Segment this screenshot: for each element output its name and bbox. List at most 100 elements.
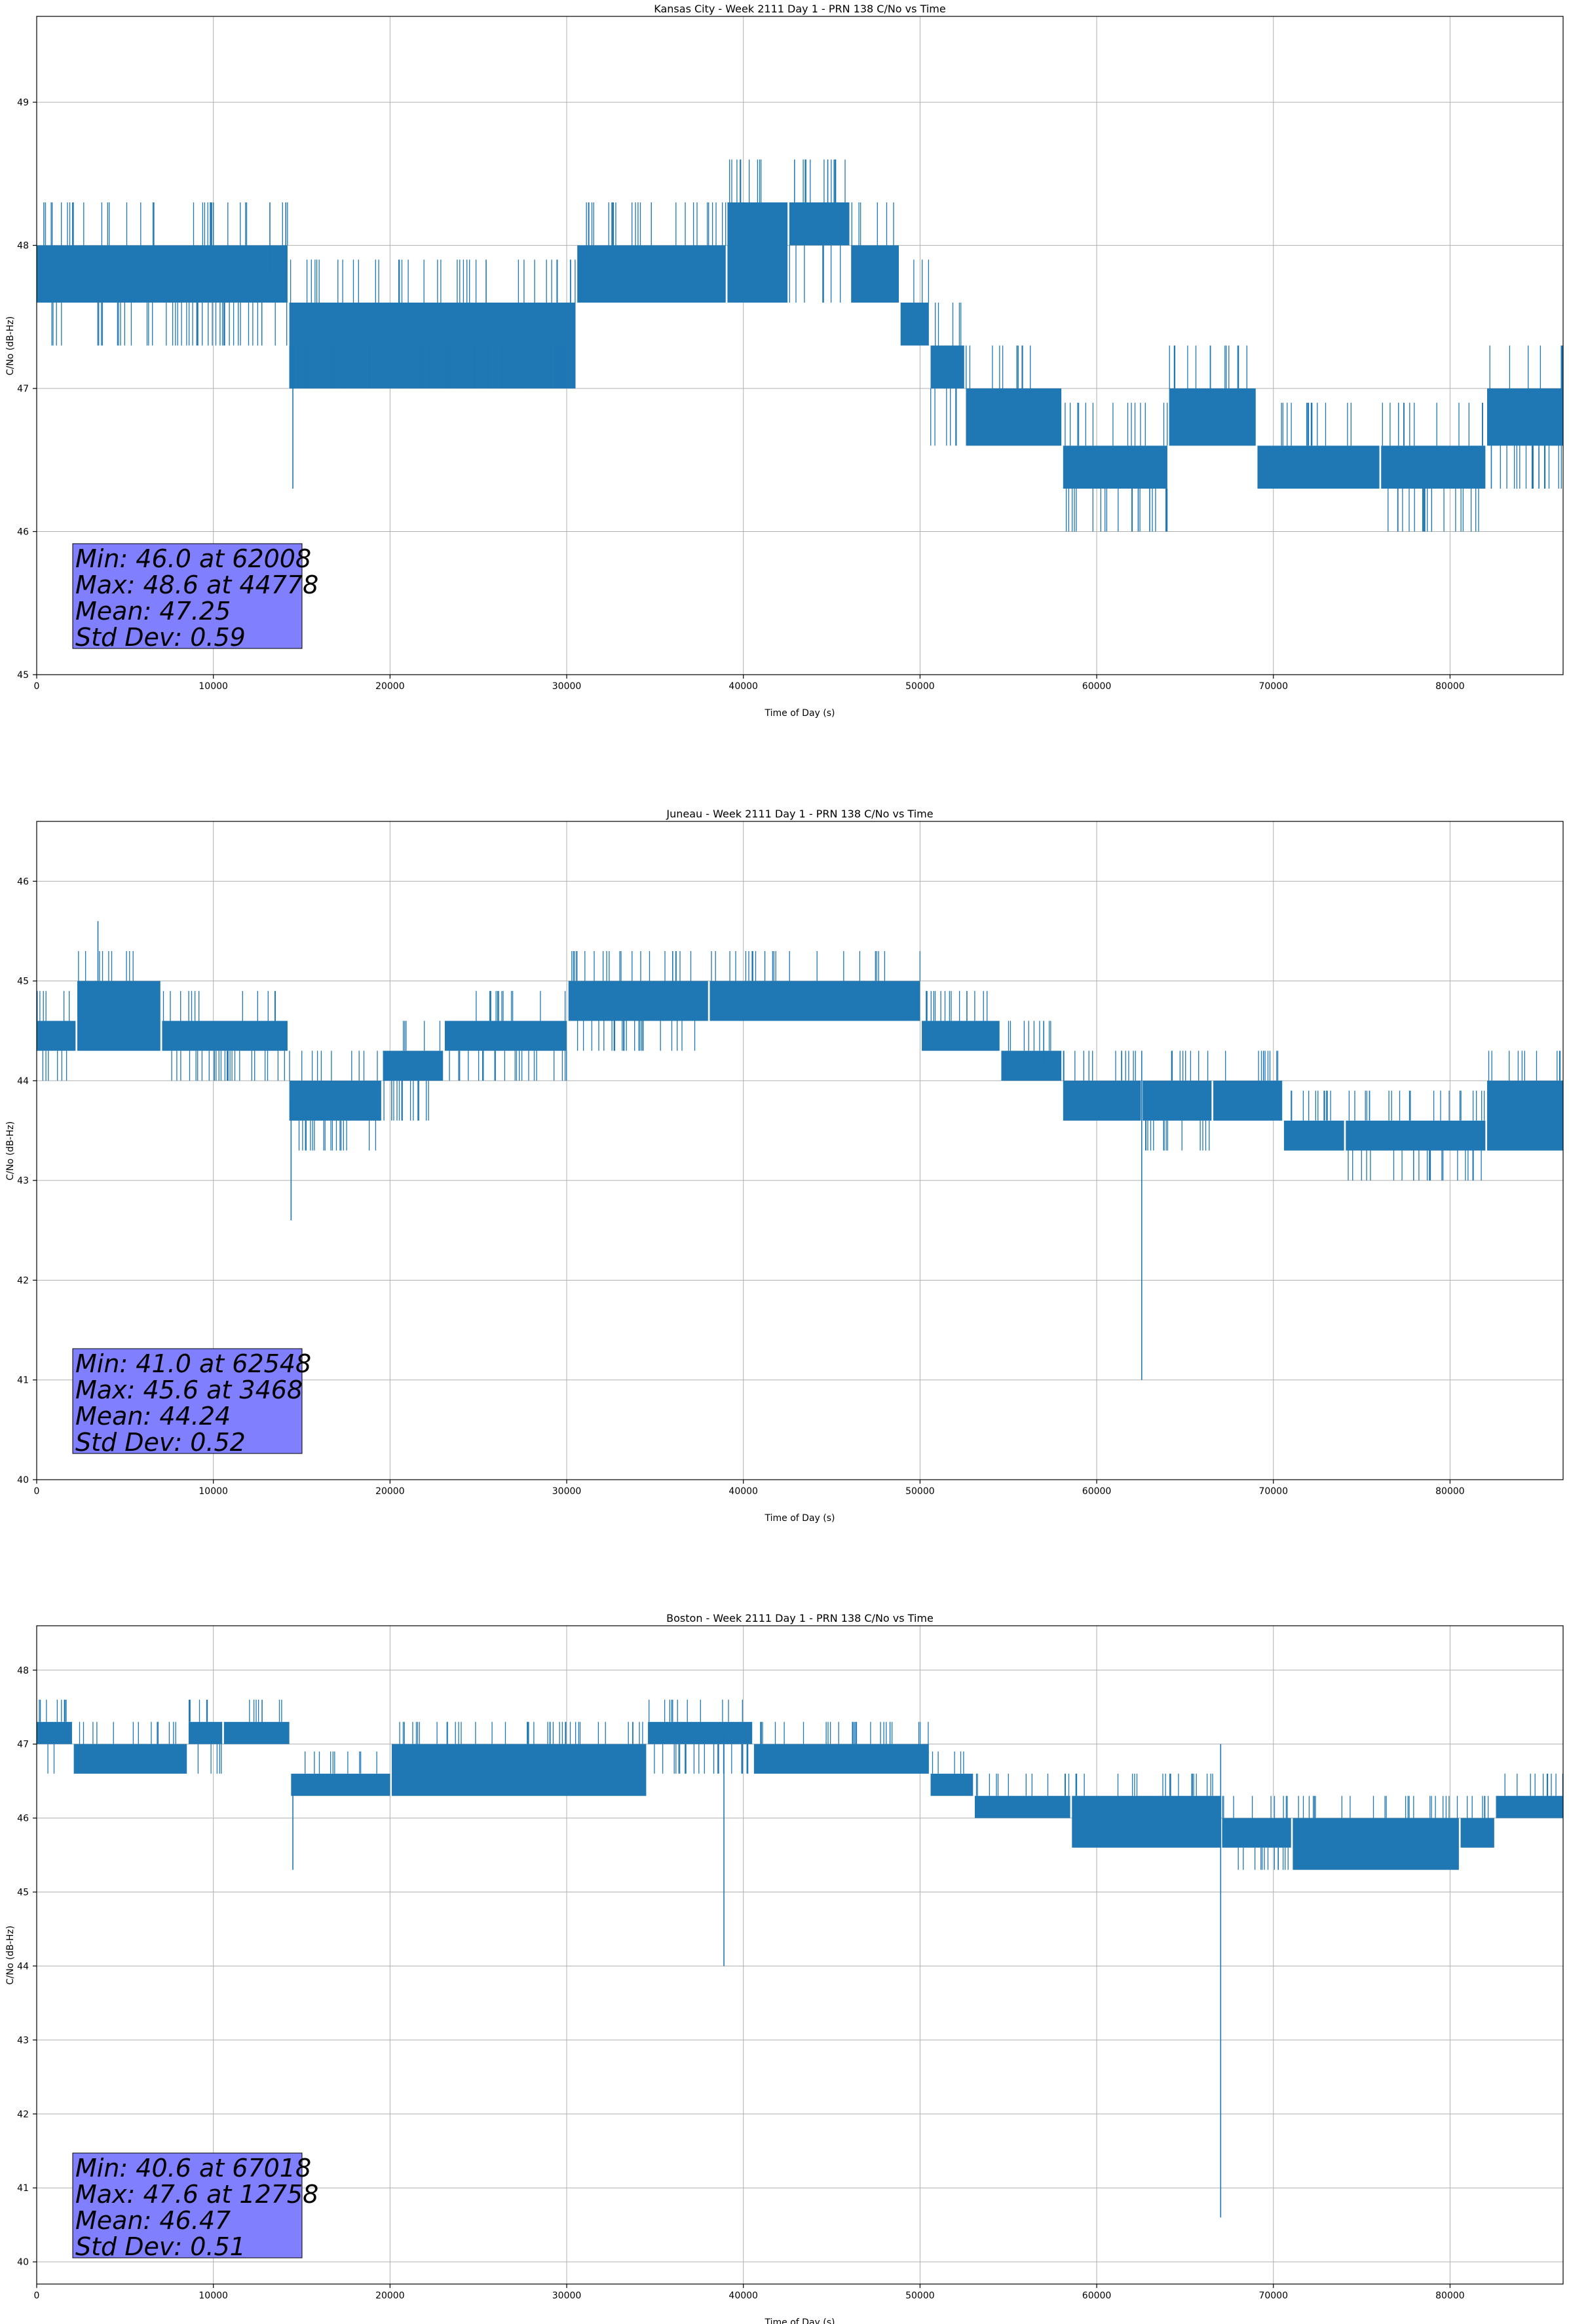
data-band	[974, 1795, 1070, 1818]
stats-line: Std Dev: 0.59	[75, 623, 246, 652]
stats-line: Min: 41.0 at 62548	[75, 1349, 311, 1378]
y-tick-label: 40	[17, 1475, 29, 1486]
x-tick-label: 50000	[905, 681, 935, 692]
x-tick-label: 30000	[552, 681, 582, 692]
stats-line: Std Dev: 0.51	[75, 2232, 246, 2261]
y-tick-label: 46	[17, 876, 29, 887]
data-band	[1293, 1818, 1459, 1870]
y-axis-label: C/No (dB-Hz)	[5, 1926, 16, 1985]
data-band	[568, 981, 708, 1021]
y-tick-label: 46	[17, 1814, 29, 1824]
data-band	[1283, 1120, 1344, 1151]
data-band	[1460, 1818, 1494, 1848]
chart-title: Boston - Week 2111 Day 1 - PRN 138 C/No …	[666, 1612, 934, 1624]
data-noise	[586, 202, 727, 246]
y-tick-label: 45	[17, 977, 29, 987]
plot-area: 0 10000 20000 30000 40000 50000 60000 70000 8000…	[17, 821, 1564, 1497]
data-noise	[930, 303, 962, 446]
data-band	[922, 1021, 1000, 1051]
data-noise	[39, 1699, 67, 1774]
y-tick-label: 43	[17, 1176, 29, 1186]
data-noise	[966, 345, 1031, 388]
data-noise	[289, 259, 576, 388]
x-tick-label: 70000	[1258, 1486, 1288, 1497]
x-tick-label: 60000	[1082, 681, 1112, 692]
data-noise	[449, 990, 567, 1081]
y-tick-label: 47	[17, 384, 29, 394]
x-tick-label: 0	[34, 681, 40, 692]
data-band	[162, 1021, 288, 1051]
data-noise	[43, 202, 288, 346]
data-band	[383, 1051, 444, 1081]
data-band	[37, 1021, 76, 1051]
stats-box	[72, 2152, 303, 2258]
data-series	[37, 921, 1563, 1380]
x-tick-label: 60000	[1082, 2291, 1112, 2301]
y-tick-label: 41	[17, 1376, 29, 1386]
y-tick-label: 46	[17, 527, 29, 538]
data-noise	[399, 1721, 643, 1744]
data-series	[37, 1699, 1563, 2218]
x-tick-label: 10000	[198, 681, 228, 692]
data-noise	[383, 1021, 441, 1121]
x-tick-label: 30000	[552, 1486, 582, 1497]
x-tick-label: 50000	[905, 2291, 935, 2301]
data-band	[188, 1721, 223, 1744]
y-tick-label: 43	[17, 2035, 29, 2046]
x-tick-label: 70000	[1258, 2291, 1288, 2301]
data-band	[392, 1744, 647, 1796]
data-band	[1072, 1795, 1220, 1848]
stats-line: Min: 46.0 at 62008	[75, 544, 311, 573]
data-band	[77, 981, 161, 1051]
data-band	[1257, 445, 1380, 489]
x-tick-label: 40000	[728, 2291, 758, 2301]
data-noise	[1008, 1021, 1051, 1051]
x-tick-label: 40000	[728, 681, 758, 692]
data-band	[753, 1744, 929, 1774]
data-noise	[1488, 1051, 1561, 1081]
y-axis-label: C/No (dB-Hz)	[5, 316, 16, 375]
data-band	[1063, 1080, 1141, 1121]
data-noise	[1222, 1795, 1289, 1870]
stats-box	[72, 1348, 303, 1454]
data-noise	[1145, 1051, 1210, 1151]
data-noise	[1467, 1795, 1489, 1818]
data-series	[37, 159, 1563, 532]
y-tick-label: 48	[17, 241, 29, 252]
data-noise	[1065, 402, 1168, 532]
plot-area: 0 10000 20000 30000 40000 50000 60000 70000 8000…	[17, 1625, 1564, 2301]
y-tick-label: 49	[17, 98, 29, 108]
y-tick-label: 44	[17, 1076, 29, 1087]
x-tick-label: 20000	[375, 2291, 405, 2301]
data-band	[709, 981, 920, 1021]
data-noise	[305, 1752, 377, 1774]
data-noise	[37, 990, 70, 1081]
data-noise	[78, 951, 134, 981]
y-tick-label: 42	[17, 1275, 29, 1286]
data-band	[966, 388, 1062, 446]
y-tick-label: 40	[17, 2257, 29, 2268]
stats-line: Mean: 46.47	[75, 2206, 231, 2235]
data-noise	[188, 1699, 222, 1774]
chart-title: Kansas City - Week 2111 Day 1 - PRN 138 …	[654, 3, 945, 15]
x-tick-label: 50000	[905, 1486, 935, 1497]
data-band	[223, 1721, 290, 1744]
data-noise	[851, 202, 894, 246]
data-band	[1346, 1120, 1486, 1151]
axes-frame	[36, 821, 1564, 1480]
data-noise	[1298, 1795, 1458, 1818]
data-noise	[1075, 1773, 1213, 1796]
data-noise	[1504, 1773, 1563, 1796]
x-axis-label: Time of Day (s)	[765, 2317, 835, 2324]
data-noise	[729, 159, 762, 202]
data-noise	[711, 951, 920, 981]
stats-line: Std Dev: 0.52	[75, 1428, 246, 1457]
x-tick-label: 60000	[1082, 1486, 1112, 1497]
y-tick-label: 48	[17, 1666, 29, 1676]
stats-line: Max: 48.6 at 44778	[75, 571, 318, 599]
data-noise	[932, 1752, 964, 1774]
data-band	[1487, 388, 1563, 446]
data-band	[291, 1773, 390, 1796]
y-tick-label: 45	[17, 1888, 29, 1898]
